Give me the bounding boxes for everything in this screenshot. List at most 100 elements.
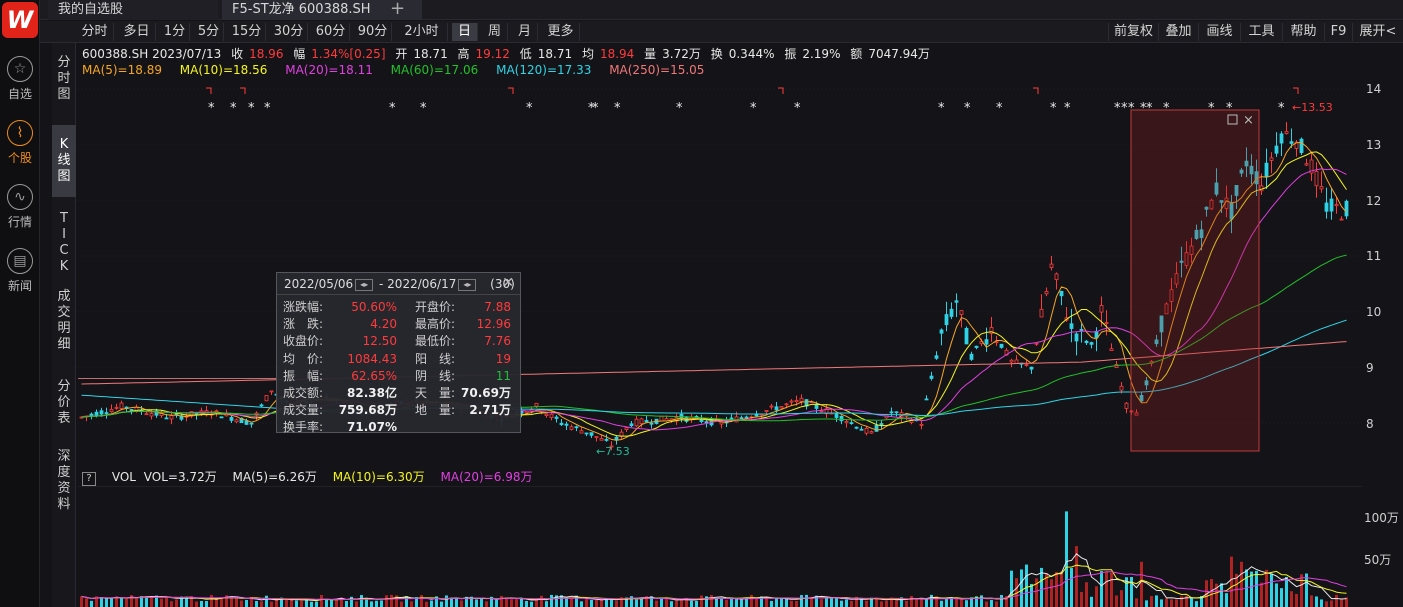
nav-stock[interactable]: ⌇ 个股 [0,120,40,166]
event-star-icon[interactable]: * [526,101,533,116]
volume-bar [135,598,138,607]
candle-body [1304,163,1309,166]
draw-line-button[interactable]: 画线 [1198,23,1240,41]
volume-bar [1225,593,1228,607]
event-star-icon[interactable]: * [794,101,801,116]
event-star-icon[interactable]: * [1163,101,1170,116]
event-star-icon[interactable]: * [1226,101,1233,116]
nav-news[interactable]: ▤ 新闻 [0,248,40,294]
popup-row: 均 价: 1084.43 阳 线: 19 [283,351,515,368]
vtab-trades[interactable]: 成 交 明 细 [57,289,71,352]
tab-watchlist[interactable]: 我的自选股 [48,0,218,20]
tools-button[interactable]: 工具 [1240,23,1282,41]
volume-bar [535,598,538,607]
vtab-intraday[interactable]: 分 时 图 [57,55,71,102]
expand-button[interactable]: 展开< [1352,23,1403,41]
event-star-icon[interactable]: * [964,101,971,116]
event-star-icon[interactable]: * [420,101,427,116]
event-star-icon[interactable]: * [938,101,945,116]
candle-body [119,402,124,409]
event-star-icon[interactable]: * [264,101,271,116]
volume-bar [795,600,798,607]
volume-chart[interactable] [78,486,1362,607]
volume-bar [860,598,863,607]
event-star-icon[interactable]: * [248,101,255,116]
maximize-icon[interactable] [1227,114,1238,125]
popup-row: 振 幅: 62.65% 阴 线: 11 [283,368,515,385]
event-star-icon[interactable]: * [676,101,683,116]
period-multiday[interactable]: 多日 [118,23,156,41]
period-30min[interactable]: 30分 [270,23,308,41]
popup-close-icon[interactable]: ✕ [502,275,514,291]
nav-favorites[interactable]: ☆ 自选 [0,56,40,102]
volume-bar [210,594,213,607]
adjust-button[interactable]: 前复权 [1108,23,1158,41]
period-2hour[interactable]: 2小时 [396,23,448,41]
event-star-icon[interactable]: * [1128,101,1135,116]
event-flag-icon[interactable] [1293,87,1299,94]
event-star-icon[interactable]: * [614,101,621,116]
event-star-icon[interactable]: * [389,101,396,116]
event-flag-icon[interactable] [508,87,514,94]
close-icon[interactable]: × [1243,113,1254,128]
range-selection-box[interactable] [1130,109,1260,452]
help-icon[interactable]: ? [82,472,96,486]
kline-chart[interactable]: * * * * * * * ** * * * * * * * * * * * * * * * * * * × ←7.53 ←13.… [78,80,1362,467]
vtab-kline[interactable]: K 线 图 [52,125,76,197]
volume-bar [1250,571,1253,607]
event-star-icon[interactable]: * [1064,101,1071,116]
event-star-icon[interactable]: * [750,101,757,116]
help-button[interactable]: 帮助 [1282,23,1324,41]
event-star-icon[interactable]: * [1208,101,1215,116]
overlay-button[interactable]: 叠加 [1158,23,1198,41]
period-60min[interactable]: 60分 [312,23,350,41]
event-star-icon[interactable]: * [1050,101,1057,116]
vtab-profile[interactable]: 深 度 资 料 [57,449,71,512]
start-stepper-icon[interactable]: ◂▸ [355,278,374,291]
period-month[interactable]: 月 [512,23,538,41]
end-stepper-icon[interactable]: ◂▸ [458,278,477,291]
period-1min[interactable]: 1分 [160,23,190,41]
range-stats-popup: 2022/05/06 ◂▸ - 2022/06/17 ◂▸ (30) ✕ 涨跌幅: 5… [276,272,521,435]
period-15min[interactable]: 15分 [228,23,266,41]
event-star-icon[interactable]: * [208,101,215,116]
f9-button[interactable]: F9 [1324,23,1352,41]
event-flag-icon[interactable] [206,87,212,94]
candle-body [1099,305,1104,313]
volume-bar [1300,574,1303,607]
candle-body [1274,145,1279,154]
volume-bar [475,599,478,607]
event-star-icon[interactable]: * [592,101,599,116]
tab-stock[interactable]: F5-ST龙净 600388.SH [222,0,422,20]
add-tab-icon[interactable]: + [390,0,406,19]
period-intraday[interactable]: 分时 [76,23,114,41]
volume-bar [760,596,763,607]
candle-body [609,445,614,448]
event-star-icon[interactable]: * [1121,101,1128,116]
candle-body [249,422,254,425]
period-more[interactable]: 更多 [542,23,580,41]
price-axis: 14 13 12 11 10 9 8 [1362,80,1403,465]
volume-bar [720,598,723,607]
event-star-icon[interactable]: * [1140,101,1147,116]
period-day[interactable]: 日 [452,23,478,41]
volume-bar [340,597,343,607]
event-flag-icon[interactable] [240,87,246,94]
nav-market[interactable]: ∿ 行情 [0,184,40,230]
volume-bar [835,597,838,607]
vtab-price-table[interactable]: 分 价 表 [57,379,71,426]
period-90min[interactable]: 90分 [354,23,392,41]
event-flag-icon[interactable] [778,87,784,94]
period-5min[interactable]: 5分 [194,23,224,41]
event-star-icon[interactable]: * [588,101,595,116]
event-star-icon[interactable]: * [1278,101,1285,116]
period-week[interactable]: 周 [482,23,508,41]
event-flag-icon[interactable] [1033,87,1039,94]
stat-value: 71.07% [347,420,397,435]
volume-bar [740,599,743,607]
event-star-icon[interactable]: * [996,101,1003,116]
vtab-tick[interactable]: T I C K [59,211,69,274]
event-star-icon[interactable]: * [230,101,237,116]
event-star-icon[interactable]: * [1114,101,1121,116]
event-star-icon[interactable]: * [1146,101,1153,116]
